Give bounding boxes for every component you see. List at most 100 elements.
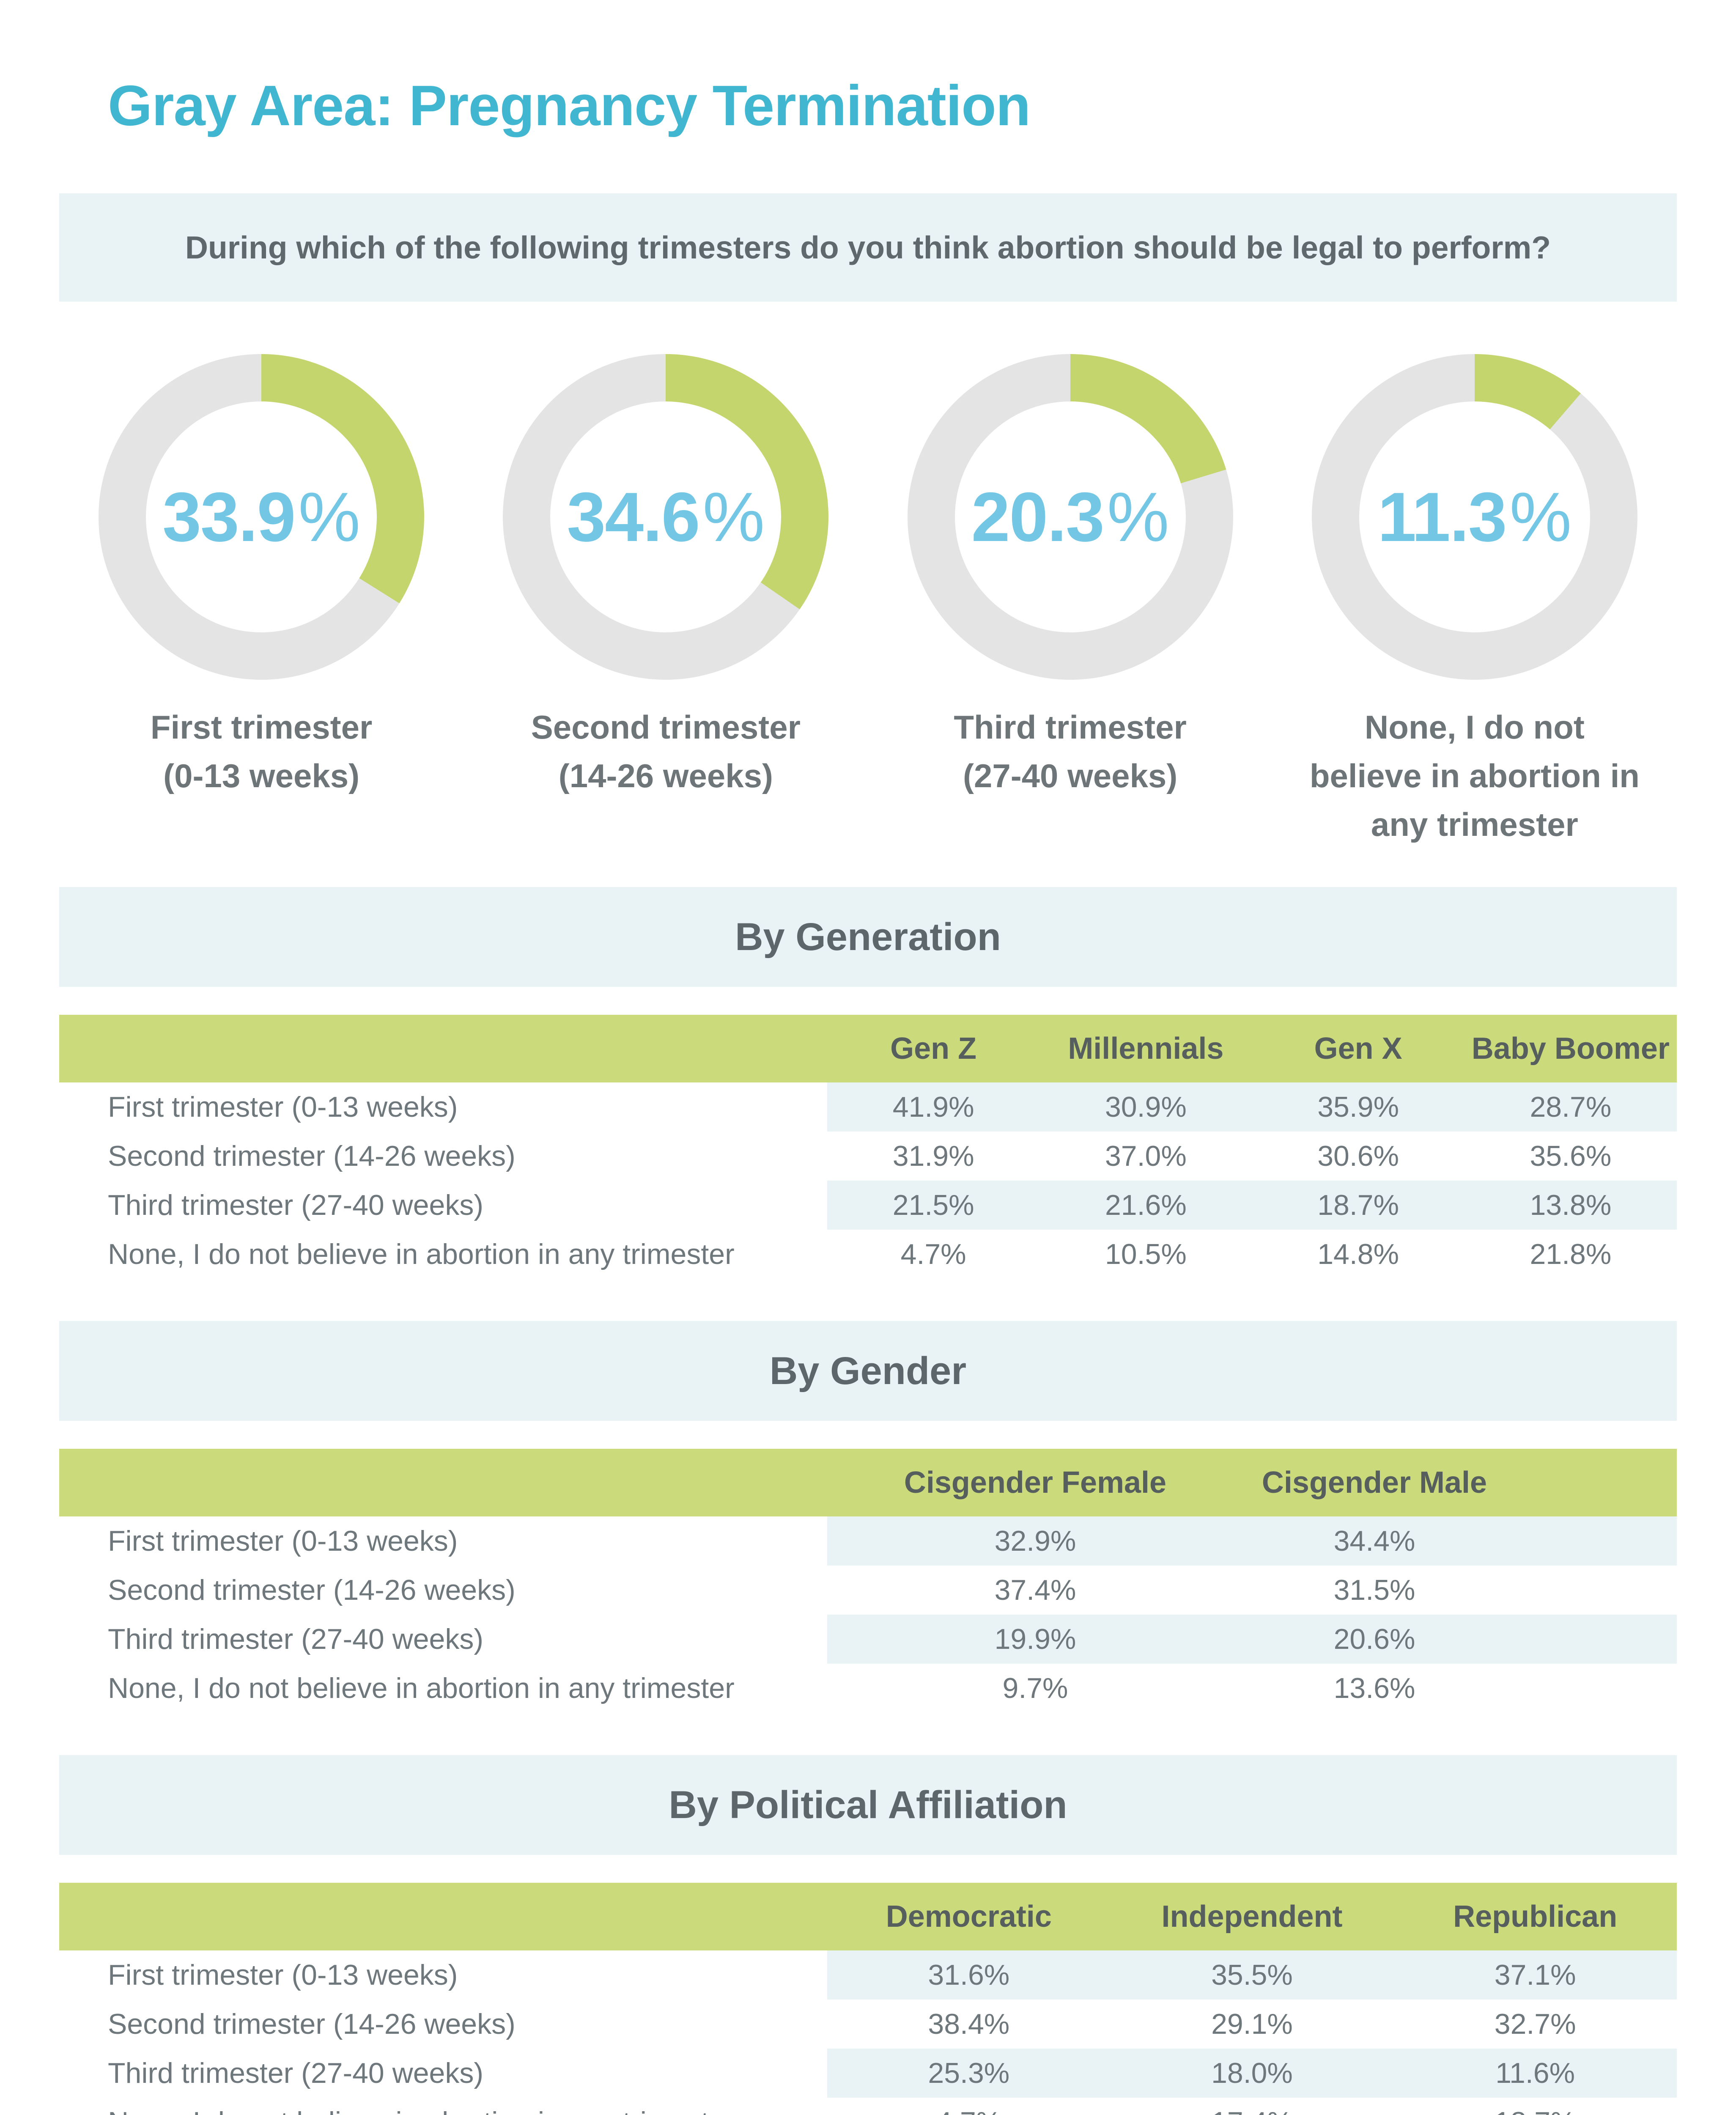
cell-value: 34.4% [1333, 1525, 1415, 1557]
cell-value: 11.6% [1495, 2057, 1575, 2089]
table-by-gender: By Gender Cisgender Female Cisgender Mal… [59, 1321, 1677, 1713]
row-label: Third trimester (27-40 weeks) [108, 2057, 484, 2089]
percent-sign: % [702, 478, 765, 556]
percent-sign: % [1107, 478, 1169, 556]
row-label: Third trimester (27-40 weeks) [108, 1623, 484, 1655]
caption-line: None, I do not [1364, 709, 1585, 746]
caption-line: Third trimester [954, 709, 1187, 746]
caption-line: First trimester [150, 709, 373, 746]
donut-value-number: 20.3 [971, 478, 1105, 556]
donut-value-number: 33.9 [162, 478, 296, 556]
cell-value: 17.4% [1111, 2106, 1394, 2115]
cell-value: 9.7% [1002, 1672, 1068, 1704]
table-row: First trimester (0-13 weeks) 32.9% 34.4% [59, 1516, 1677, 1566]
cell-value: 35.9% [1317, 1091, 1399, 1123]
donut-ring-second-trimester: 34.6% [503, 354, 829, 680]
section-banner-political: By Political Affiliation [59, 1755, 1677, 1855]
table-row: First trimester (0-13 weeks) 31.6% 35.5%… [59, 1950, 1677, 2000]
table-row: First trimester (0-13 weeks) 41.9% 30.9%… [59, 1082, 1677, 1132]
cell-value: 37.4% [994, 1574, 1076, 1606]
cell-value: 37.0% [1105, 1140, 1187, 1172]
table-row: Second trimester (14-26 weeks) 37.4% 31.… [59, 1566, 1677, 1615]
cell-value: 21.8% [1530, 1238, 1612, 1270]
caption-line: any trimester [1371, 806, 1578, 843]
row-label: First trimester (0-13 weeks) [108, 1091, 458, 1123]
cell-value: 19.9% [994, 1623, 1076, 1655]
donut-none: 11.3% None, I do not believe in abortion… [1273, 354, 1677, 849]
caption-line: (0-13 weeks) [163, 757, 360, 794]
infographic-content: Gray Area: Pregnancy Termination During … [59, 73, 1677, 2115]
percent-sign: % [1509, 478, 1572, 556]
caption-line: (14-26 weeks) [558, 757, 773, 794]
section-title-political: By Political Affiliation [669, 1783, 1067, 1827]
donut-ring-first-trimester: 33.9% [99, 354, 425, 680]
donut-value-first-trimester: 33.9% [99, 354, 424, 680]
table-by-generation: By Generation Gen Z Millennials Gen X Ba… [59, 887, 1677, 1279]
row-label: None, I do not believe in abortion in an… [108, 1672, 735, 1704]
donut-value-second-trimester: 34.6% [503, 354, 828, 680]
survey-question-banner: During which of the following trimesters… [59, 193, 1677, 302]
cell-value: 30.9% [1105, 1091, 1187, 1123]
caption-line: Second trimester [531, 709, 801, 746]
row-label: None, I do not believe in abortion in an… [59, 2106, 827, 2115]
donut-third-trimester: 20.3% Third trimester (27-40 weeks) [868, 354, 1273, 849]
cell-value: 10.5% [1105, 1238, 1187, 1270]
cell-value: 31.5% [1333, 1574, 1415, 1606]
column-header-gen-z: Gen Z [890, 1032, 977, 1066]
row-label: Second trimester (14-26 weeks) [108, 2008, 516, 2040]
cell-value: 29.1% [1211, 2008, 1293, 2040]
table-row: None, I do not believe in abortion in an… [59, 1664, 1677, 1713]
table-header-political: Democratic Independent Republican [59, 1883, 1677, 1950]
cell-value: 37.1% [1494, 1959, 1576, 1991]
donut-first-trimester: 33.9% First trimester (0-13 weeks) [59, 354, 463, 849]
table-header-gender: Cisgender Female Cisgender Male [59, 1449, 1677, 1516]
donut-caption-second-trimester: Second trimester (14-26 weeks) [531, 703, 801, 800]
cell-value: 18.0% [1211, 2057, 1293, 2089]
donut-value-none: 11.3% [1312, 354, 1637, 680]
column-header-independent: Independent [1161, 1900, 1343, 1934]
cell-value: 30.6% [1317, 1140, 1399, 1172]
donut-ring-third-trimester: 20.3% [907, 354, 1233, 680]
percent-sign: % [298, 478, 361, 556]
cell-value: 25.3% [928, 2057, 1010, 2089]
table-header-generation: Gen Z Millennials Gen X Baby Boomer [59, 1015, 1677, 1082]
column-header-gen-x: Gen X [1314, 1032, 1402, 1066]
row-label: Second trimester (14-26 weeks) [108, 1574, 516, 1606]
donut-value-number: 34.6 [567, 478, 700, 556]
column-header-democratic: Democratic [886, 1900, 1052, 1934]
table-row: Third trimester (27-40 weeks) 19.9% 20.6… [59, 1615, 1677, 1664]
table-row: Second trimester (14-26 weeks) 31.9% 37.… [59, 1132, 1677, 1181]
donut-value-third-trimester: 20.3% [908, 354, 1233, 680]
row-label: None, I do not believe in abortion in an… [108, 1238, 735, 1270]
column-header-cisgender-male: Cisgender Male [1262, 1466, 1487, 1500]
table-by-political-affiliation: By Political Affiliation Democratic Inde… [59, 1755, 1677, 2115]
cell-value: 14.8% [1317, 1238, 1399, 1270]
caption-line: believe in abortion in [1309, 757, 1640, 794]
caption-line: (27-40 weeks) [963, 757, 1178, 794]
table-body-generation: First trimester (0-13 weeks) 41.9% 30.9%… [59, 1082, 1677, 1279]
section-title-generation: By Generation [735, 915, 1001, 959]
cell-value: 20.6% [1333, 1623, 1415, 1655]
column-header-republican: Republican [1453, 1900, 1618, 1934]
donut-caption-first-trimester: First trimester (0-13 weeks) [151, 703, 373, 800]
column-header-millennials: Millennials [1068, 1032, 1224, 1066]
cell-value: 18.7% [1317, 1189, 1399, 1221]
table-row: Third trimester (27-40 weeks) 21.5% 21.6… [59, 1181, 1677, 1230]
donut-caption-third-trimester: Third trimester (27-40 weeks) [954, 703, 1186, 800]
row-label: First trimester (0-13 weeks) [108, 1959, 458, 1991]
table-row: None, I do not believe in abortion in an… [59, 2098, 1677, 2115]
cell-value: 31.9% [892, 1140, 974, 1172]
cell-value: 28.7% [1530, 1091, 1612, 1123]
cell-value: 35.6% [1530, 1140, 1612, 1172]
table-row: Second trimester (14-26 weeks) 38.4% 29.… [59, 2000, 1677, 2049]
cell-value: 13.8% [1530, 1189, 1612, 1221]
cell-value: 31.6% [928, 1959, 1010, 1991]
cell-value: 38.4% [928, 2008, 1010, 2040]
table-row: Third trimester (27-40 weeks) 25.3% 18.0… [59, 2049, 1677, 2098]
donut-value-number: 11.3 [1377, 478, 1507, 556]
section-title-gender: By Gender [769, 1349, 967, 1393]
cell-value: 32.7% [1494, 2008, 1576, 2040]
donut-second-trimester: 34.6% Second trimester (14-26 weeks) [463, 354, 868, 849]
cell-value: 18.7% [1393, 2106, 1677, 2115]
donut-chart-row: 33.9% First trimester (0-13 weeks) 34.6%… [59, 354, 1677, 849]
